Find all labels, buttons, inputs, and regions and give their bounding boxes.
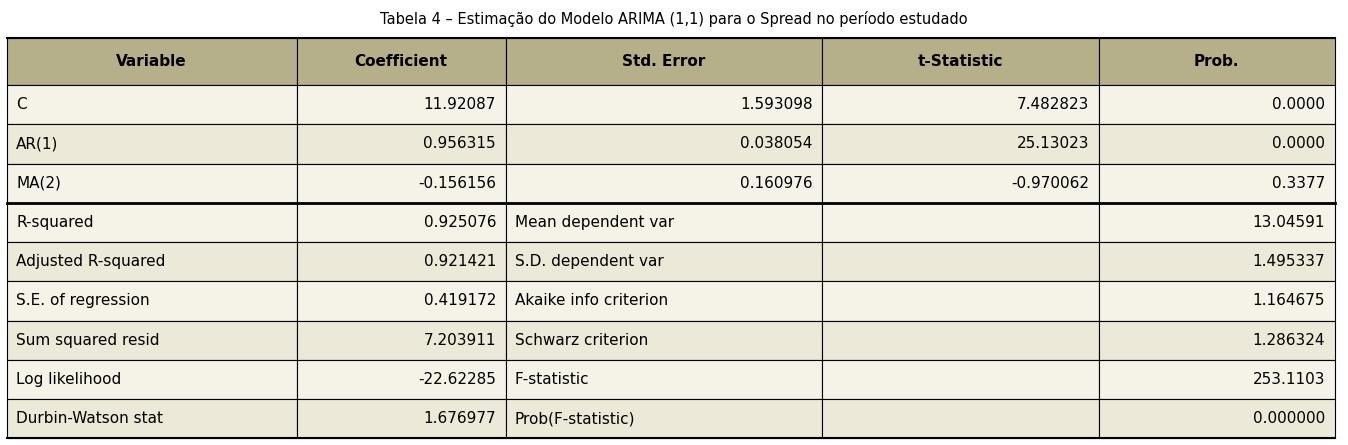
Bar	[1099, 281, 1335, 320]
Bar	[506, 360, 822, 399]
Bar	[1099, 38, 1335, 85]
Text: Durbin-Watson stat: Durbin-Watson stat	[16, 411, 163, 426]
Bar	[822, 281, 1099, 320]
Text: t-Statistic: t-Statistic	[918, 54, 1003, 69]
Bar	[7, 360, 297, 399]
Text: C: C	[16, 97, 27, 112]
Text: MA(2): MA(2)	[16, 176, 61, 191]
Text: -0.156156: -0.156156	[418, 176, 496, 191]
Bar	[7, 242, 297, 281]
Bar	[506, 164, 822, 203]
Text: Akaike info criterion: Akaike info criterion	[515, 293, 669, 308]
Bar	[1099, 85, 1335, 124]
Text: Sum squared resid: Sum squared resid	[16, 333, 159, 348]
Text: Prob.: Prob.	[1194, 54, 1239, 69]
Text: 0.0000: 0.0000	[1273, 137, 1325, 151]
Text: 13.04591: 13.04591	[1252, 215, 1325, 230]
Text: Schwarz criterion: Schwarz criterion	[515, 333, 648, 348]
Text: 0.0000: 0.0000	[1273, 97, 1325, 112]
Text: S.D. dependent var: S.D. dependent var	[515, 254, 663, 269]
Text: Coefficient: Coefficient	[355, 54, 448, 69]
Bar	[297, 85, 506, 124]
Text: 0.956315: 0.956315	[423, 137, 496, 151]
Bar	[1099, 203, 1335, 242]
Bar	[7, 124, 297, 164]
Text: 0.3377: 0.3377	[1271, 176, 1325, 191]
Bar	[506, 203, 822, 242]
Bar	[1099, 360, 1335, 399]
Bar	[506, 242, 822, 281]
Text: S.E. of regression: S.E. of regression	[16, 293, 150, 308]
Text: 0.419172: 0.419172	[423, 293, 496, 308]
Bar	[297, 203, 506, 242]
Bar	[822, 399, 1099, 438]
Bar	[822, 242, 1099, 281]
Text: R-squared: R-squared	[16, 215, 93, 230]
Text: Std. Error: Std. Error	[623, 54, 705, 69]
Bar	[822, 38, 1099, 85]
Bar	[506, 399, 822, 438]
Text: -22.62285: -22.62285	[418, 372, 496, 387]
Text: 1.164675: 1.164675	[1252, 293, 1325, 308]
Bar	[822, 164, 1099, 203]
Bar	[822, 124, 1099, 164]
Text: 7.203911: 7.203911	[423, 333, 496, 348]
Bar	[1099, 399, 1335, 438]
Bar	[7, 38, 297, 85]
Bar	[7, 203, 297, 242]
Text: 0.038054: 0.038054	[740, 137, 813, 151]
Bar	[7, 85, 297, 124]
Text: 0.000000: 0.000000	[1252, 411, 1325, 426]
Text: 0.921421: 0.921421	[423, 254, 496, 269]
Text: F-statistic: F-statistic	[515, 372, 589, 387]
Bar	[822, 203, 1099, 242]
Bar	[506, 85, 822, 124]
Text: AR(1): AR(1)	[16, 137, 58, 151]
Bar	[297, 399, 506, 438]
Bar	[7, 399, 297, 438]
Text: 25.13023: 25.13023	[1016, 137, 1089, 151]
Text: 1.495337: 1.495337	[1252, 254, 1325, 269]
Bar	[297, 320, 506, 360]
Text: 11.92087: 11.92087	[423, 97, 496, 112]
Bar	[506, 38, 822, 85]
Text: Log likelihood: Log likelihood	[16, 372, 121, 387]
Bar	[822, 320, 1099, 360]
Bar	[506, 124, 822, 164]
Bar	[1099, 124, 1335, 164]
Text: 253.1103: 253.1103	[1252, 372, 1325, 387]
Bar	[297, 38, 506, 85]
Text: -0.970062: -0.970062	[1011, 176, 1089, 191]
Bar	[7, 281, 297, 320]
Bar	[1099, 242, 1335, 281]
Bar	[297, 360, 506, 399]
Bar	[1099, 164, 1335, 203]
Bar	[297, 164, 506, 203]
Text: 1.286324: 1.286324	[1252, 333, 1325, 348]
Text: Tabela 4 – Estimação do Modelo ARIMA (1,1) para o Spread no período estudado: Tabela 4 – Estimação do Modelo ARIMA (1,…	[380, 11, 968, 27]
Text: Mean dependent var: Mean dependent var	[515, 215, 674, 230]
Bar	[1099, 320, 1335, 360]
Bar	[822, 85, 1099, 124]
Bar	[7, 164, 297, 203]
Text: 1.593098: 1.593098	[740, 97, 813, 112]
Bar	[822, 360, 1099, 399]
Text: Variable: Variable	[116, 54, 187, 69]
Text: 7.482823: 7.482823	[1016, 97, 1089, 112]
Bar	[297, 281, 506, 320]
Text: 0.160976: 0.160976	[740, 176, 813, 191]
Bar	[297, 124, 506, 164]
Text: Adjusted R-squared: Adjusted R-squared	[16, 254, 166, 269]
Bar	[506, 281, 822, 320]
Text: Prob(F-statistic): Prob(F-statistic)	[515, 411, 635, 426]
Text: 0.925076: 0.925076	[423, 215, 496, 230]
Bar	[506, 320, 822, 360]
Text: 1.676977: 1.676977	[423, 411, 496, 426]
Bar	[297, 242, 506, 281]
Bar	[7, 320, 297, 360]
